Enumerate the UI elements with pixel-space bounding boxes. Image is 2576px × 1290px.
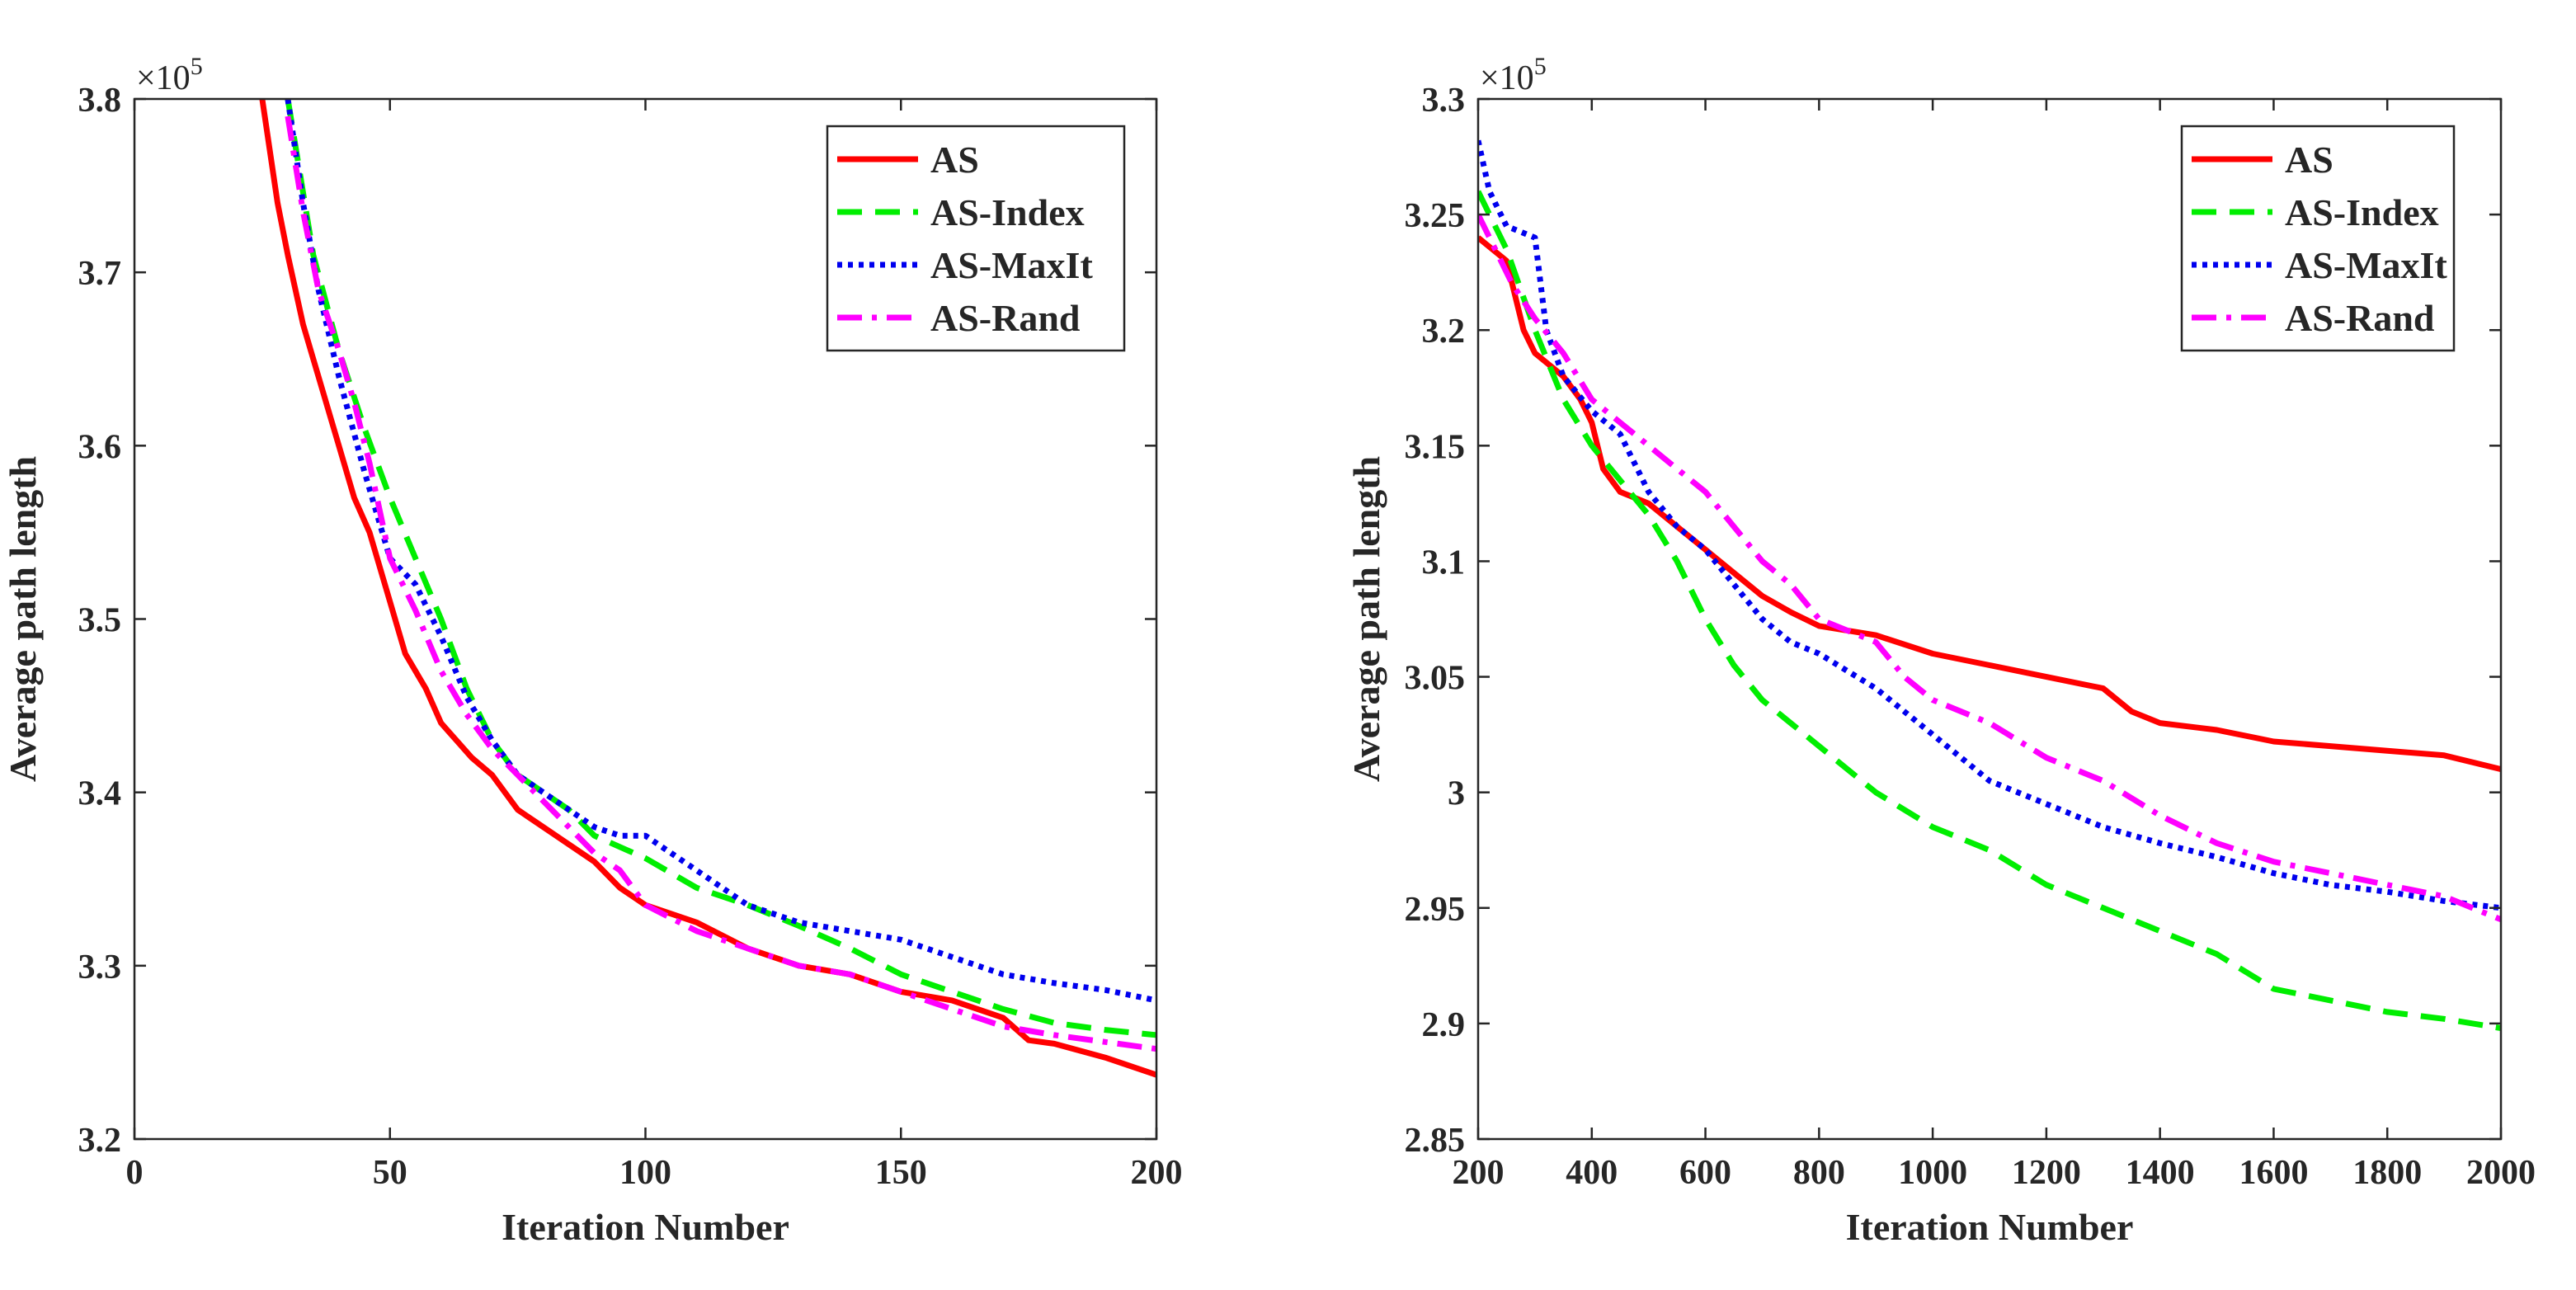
left-ytick-label: 3.4 [78,775,122,813]
left-series-as-rand [285,115,1156,1052]
right-axes-box [1476,97,2503,1141]
left-xtick-label: 150 [875,1154,927,1192]
left-xtick-label: 50 [373,1154,407,1192]
right-y-axis-label: Average path length [1345,456,1387,782]
right-xtick-label: 1400 [2126,1154,2195,1192]
right-xtick-label: 800 [1793,1154,1845,1192]
left-ytick-label: 3.5 [78,602,122,640]
left-ytick-label: 3.2 [78,1122,122,1160]
left-x-axis-label: Iteration Number [502,1206,789,1248]
right-xtick-label: 600 [1679,1154,1731,1192]
right-series-as-maxit [1478,139,2501,911]
right-ytick-label: 3.25 [1405,197,1466,235]
right-xtick-label: 1200 [2012,1154,2081,1192]
right-xtick-label: 1600 [2239,1154,2308,1192]
right-x-axis-label: Iteration Number [1846,1206,2134,1248]
right-legend-label-as-maxit: AS-MaxIt [2285,244,2447,286]
left-chart: 0 50 100 150 200 3.2 3.3 3.4 3.5 3.6 3.7 3.8 ×105 Ite… [2,53,1183,1248]
left-series-as-maxit [285,99,1156,1004]
left-ytick-label: 3.3 [78,949,122,986]
left-legend-label-as-maxit: AS-MaxIt [930,244,1093,286]
left-xtick-label: 100 [619,1154,671,1192]
right-ytick-label: 2.95 [1405,891,1466,929]
left-y-axis-label: Average path length [2,456,44,782]
right-xtick-label: 200 [1453,1154,1505,1192]
right-legend-label-as-rand: AS-Rand [2285,297,2435,339]
left-series-as-index [285,99,1156,1038]
right-ytick-label: 3.2 [1422,313,1466,351]
right-xtick-label: 1800 [2352,1154,2422,1192]
right-xtick-label: 1000 [1898,1154,1967,1192]
right-legend-label-as: AS [2285,139,2333,181]
right-legend: AS AS-Index AS-MaxIt AS-Rand [2180,125,2456,352]
right-chart: 200 400 600 800 1000 1200 1400 1600 1800 2000 2.85… [1345,53,2536,1248]
left-legend: AS AS-Index AS-MaxIt AS-Rand [826,125,1126,352]
right-ytick-label: 3.3 [1422,82,1466,120]
right-ytick-label: 3.05 [1405,660,1466,698]
left-series-as [259,99,1156,1078]
right-xtick-label: 400 [1566,1154,1618,1192]
right-legend-box [2180,125,2456,352]
right-ytick-label: 2.9 [1422,1006,1466,1044]
left-y-multiplier: ×105 [136,53,203,97]
right-series-as-rand [1478,213,2501,923]
left-xtick-label: 200 [1131,1154,1183,1192]
right-legend-label-as-index: AS-Index [2285,191,2439,233]
left-legend-label-as-rand: AS-Rand [930,297,1081,339]
left-legend-label-as: AS [930,139,979,181]
left-xtick-label: 0 [126,1154,144,1192]
right-y-multiplier: ×105 [1480,53,1547,97]
left-ytick-label: 3.7 [78,255,122,293]
left-ytick-label: 3.6 [78,428,122,466]
right-ytick-label: 3.1 [1422,544,1466,581]
left-legend-label-as-index: AS-Index [930,191,1085,233]
right-series-as-index [1478,190,2501,1031]
right-ytick-label: 3.15 [1405,428,1466,466]
left-legend-box [826,125,1126,352]
right-ytick-label: 2.85 [1405,1122,1466,1160]
left-ytick-label: 3.8 [78,82,122,120]
right-ytick-label: 3 [1448,775,1465,813]
right-xtick-label: 2000 [2466,1154,2536,1192]
